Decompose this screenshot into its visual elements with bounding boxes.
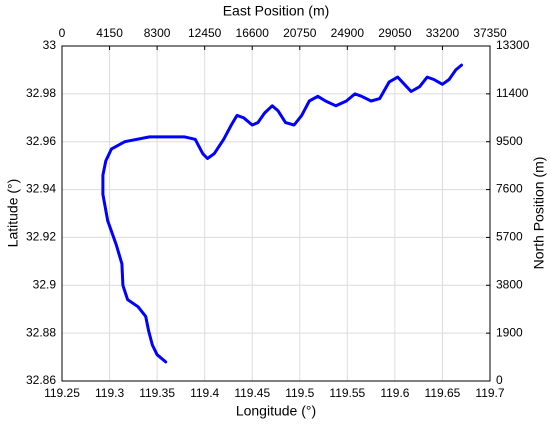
y-tick-label: 32.88 — [26, 325, 56, 339]
x2-axis-label: East Position (m) — [223, 3, 330, 19]
y-tick-label: 32.92 — [26, 230, 56, 244]
x2-tick-label: 29050 — [378, 26, 412, 40]
y-tick-label: 33 — [43, 38, 57, 52]
x-tick-label: 119.6 — [380, 386, 409, 400]
x-tick-label: 119.55 — [329, 386, 365, 400]
x-tick-label: 119.45 — [234, 386, 270, 400]
y-tick-label: 32.86 — [26, 373, 56, 387]
x2-tick-label: 8300 — [144, 26, 171, 40]
x-tick-label: 119.25 — [44, 386, 80, 400]
x2-tick-label: 4150 — [96, 26, 123, 40]
y2-tick-label: 7600 — [496, 182, 523, 196]
y-tick-label: 32.96 — [26, 134, 56, 148]
x2-tick-label: 24900 — [331, 26, 365, 40]
y2-tick-label: 1900 — [496, 325, 523, 339]
x-tick-label: 119.7 — [475, 386, 504, 400]
y-tick-label: 32.9 — [33, 277, 57, 291]
y-axis-label: Latitude (°) — [5, 179, 21, 248]
x2-tick-label: 33200 — [426, 26, 460, 40]
y-tick-label: 32.98 — [26, 86, 56, 100]
data-line — [101, 63, 463, 364]
y2-tick-label: 11400 — [496, 86, 529, 100]
y2-tick-label: 9500 — [496, 134, 523, 148]
x-tick-label: 119.3 — [95, 386, 124, 400]
x-tick-label: 119.4 — [190, 386, 219, 400]
x-tick-label: 119.65 — [425, 386, 461, 400]
x2-tick-label: 20750 — [283, 26, 317, 40]
plot-frame — [61, 45, 491, 382]
x2-tick-label: 37350 — [473, 26, 507, 40]
y2-tick-label: 0 — [496, 373, 503, 387]
x2-tick-label: 12450 — [188, 26, 222, 40]
x2-tick-label: 16600 — [236, 26, 270, 40]
y-tick-label: 32.94 — [26, 182, 56, 196]
x-tick-label: 119.35 — [139, 386, 175, 400]
x-axis-label: Longitude (°) — [236, 403, 316, 419]
y2-axis-label: North Position (m) — [531, 157, 547, 270]
y2-tick-label: 5700 — [496, 230, 523, 244]
y2-tick-label: 3800 — [496, 277, 523, 291]
x2-tick-label: 0 — [59, 26, 66, 40]
x-tick-label: 119.5 — [285, 386, 314, 400]
y2-tick-label: 13300 — [496, 38, 530, 52]
